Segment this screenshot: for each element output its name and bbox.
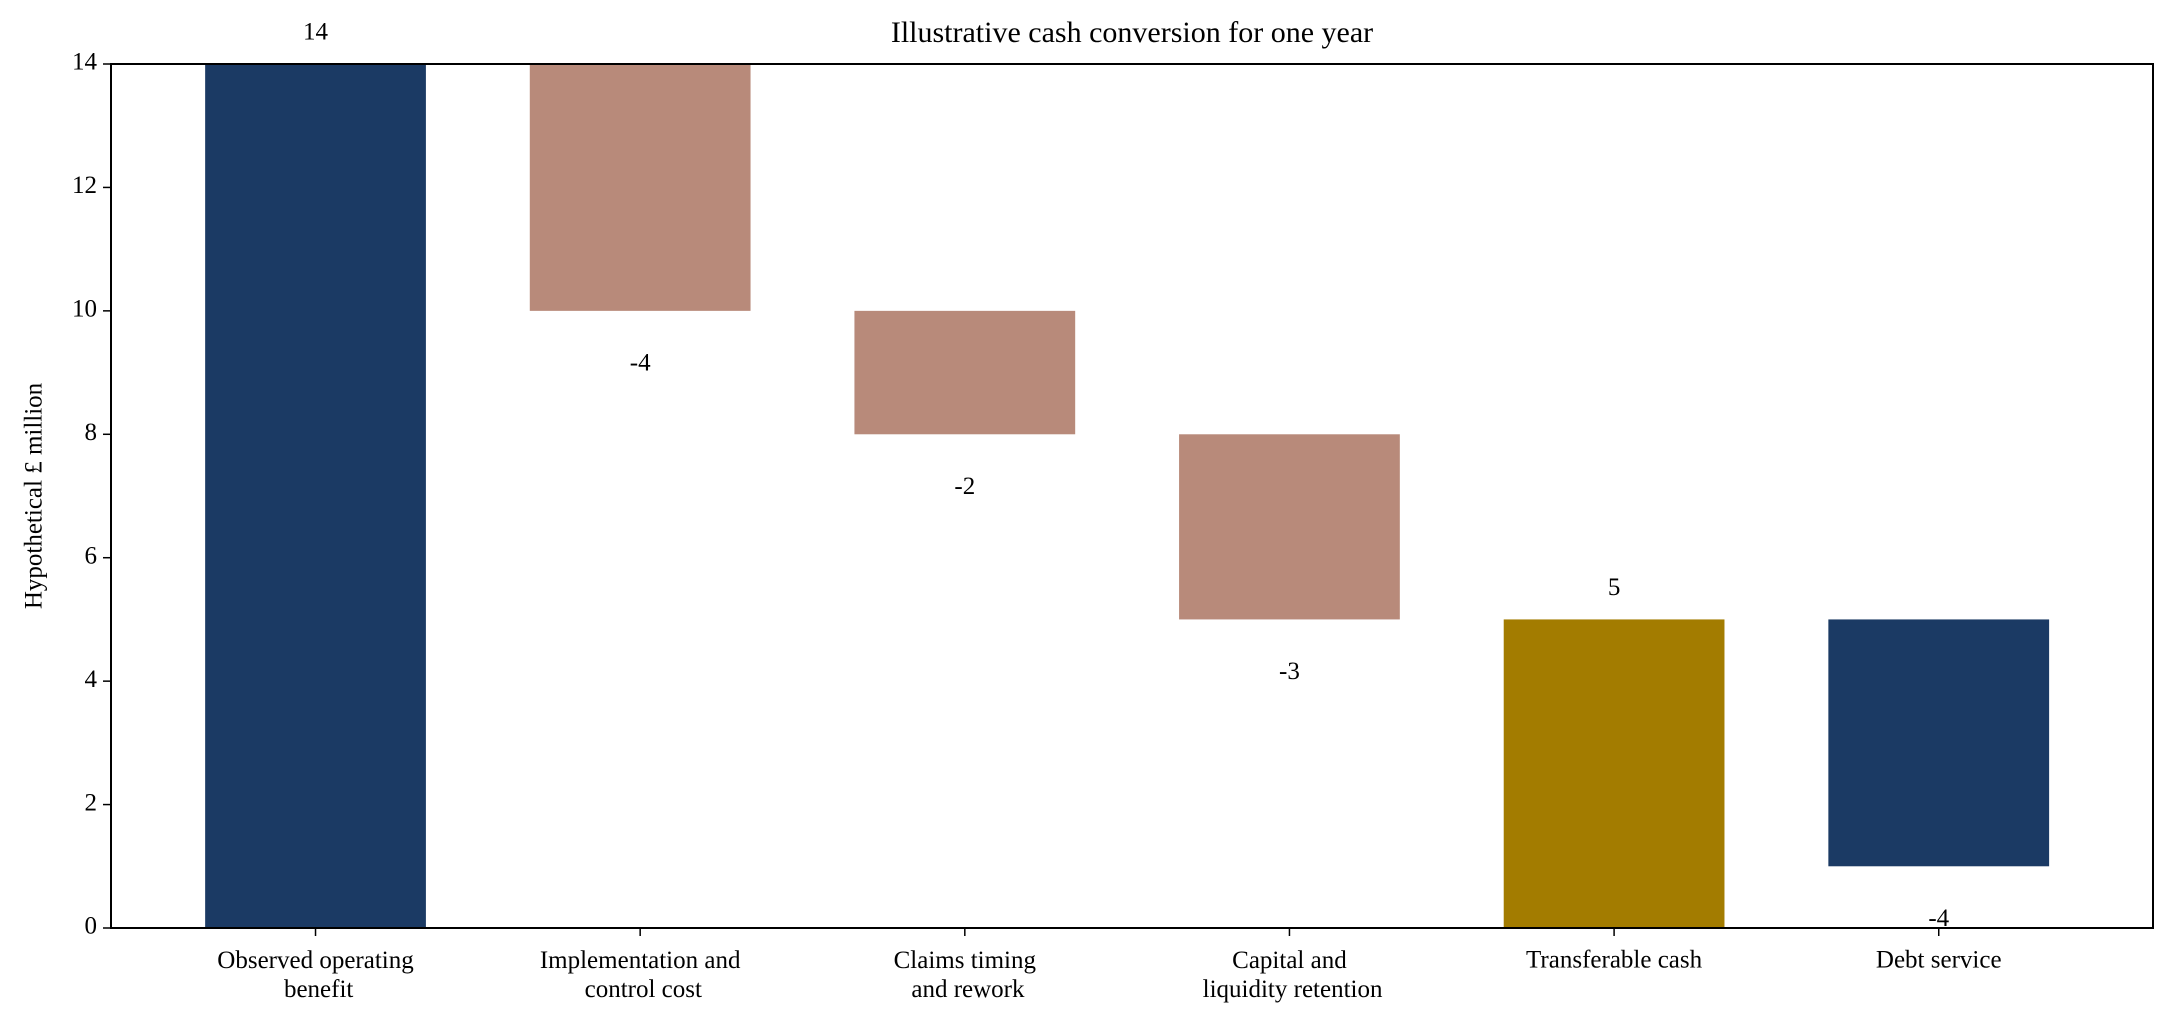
y-tick-label: 2 [85,789,98,816]
y-axis-label: Hypothetical £ million [21,382,48,609]
x-tick-label: Debt service [1876,947,2002,974]
x-tick-label: Transferable cash [1526,947,1703,974]
bar [1179,434,1400,620]
y-tick-label: 14 [72,49,98,76]
bar [1828,619,2050,867]
chart-title: Illustrative cash conversion for one yea… [891,16,1373,49]
y-tick-label: 12 [72,172,97,199]
x-tick-label: Capital and liquidity retention [1196,947,1383,1003]
y-tick-label: 8 [85,419,98,446]
value-label: 5 [1608,574,1621,601]
x-tick-label: Observed operating benefit [217,947,414,1003]
y-tick-label: 6 [85,542,98,569]
value-label: -2 [954,473,975,500]
bar [1503,619,1725,928]
value-label: -4 [630,350,651,377]
value-label: 14 [303,19,329,46]
y-tick-label: 4 [85,666,98,693]
bar [529,64,751,311]
bar [205,64,426,928]
y-tick-label: 10 [72,296,97,323]
y-tick-label: 0 [85,913,98,940]
value-label: -4 [1928,905,1949,932]
x-tick-label: Implementation and control cost [540,947,741,1003]
bar [854,310,1076,435]
x-tick-label: Claims timing and rework [894,947,1037,1003]
value-label: -3 [1279,658,1300,685]
plot-frame [110,63,2154,929]
